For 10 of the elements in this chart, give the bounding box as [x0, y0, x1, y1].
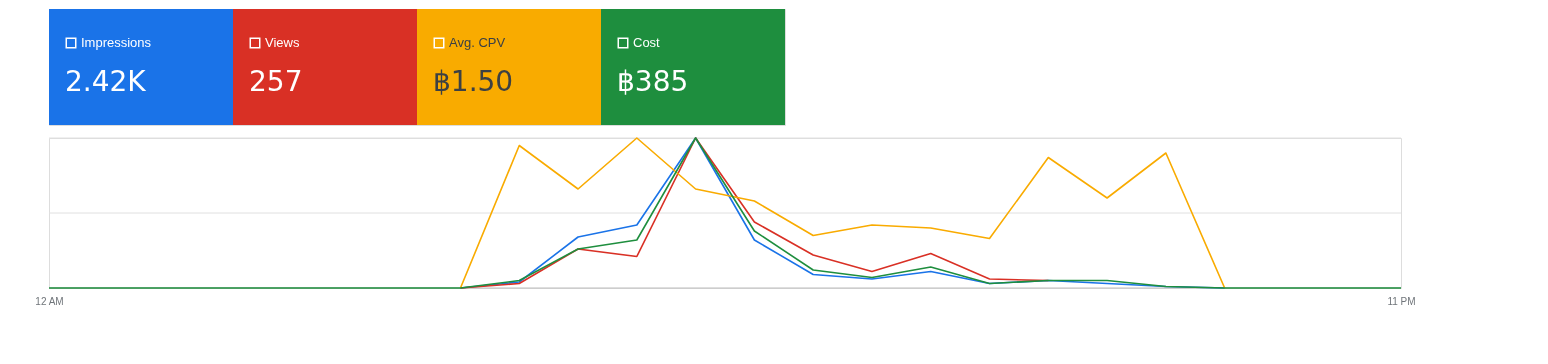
text: ฿385 — [617, 65, 689, 98]
legend-label: Cost — [633, 35, 661, 50]
text: 257 — [249, 65, 303, 98]
text: 2.42K — [65, 65, 147, 98]
x-tick-label: 11 PM — [1387, 295, 1416, 307]
text: ฿1.50 — [433, 65, 514, 98]
x-tick-label: 12 AM — [35, 295, 64, 307]
legend-label: Impressions — [81, 35, 152, 50]
legend-label: Avg. CPV — [449, 35, 506, 50]
legend-label: Views — [265, 35, 300, 50]
